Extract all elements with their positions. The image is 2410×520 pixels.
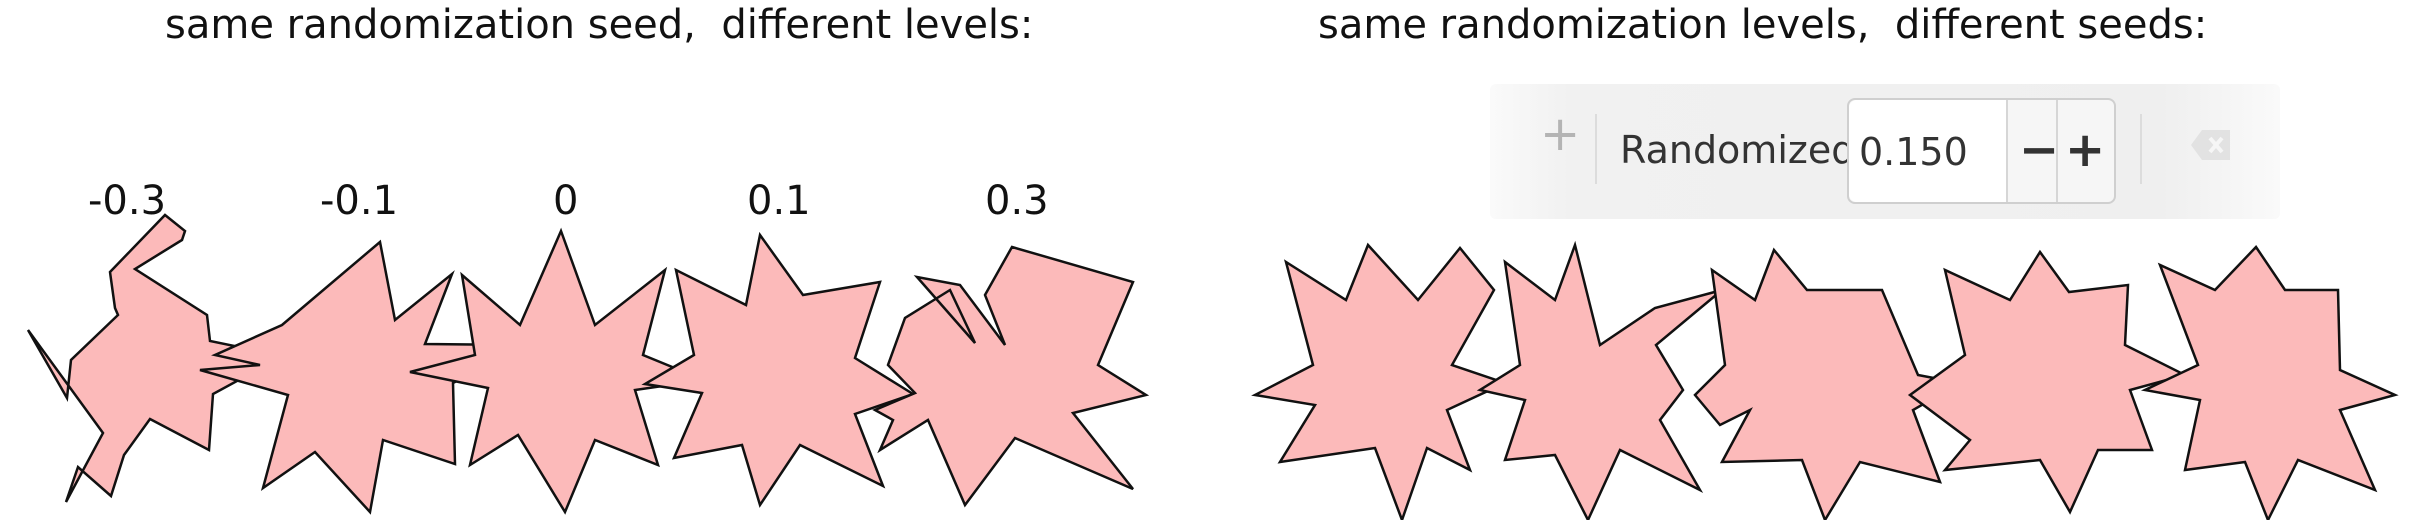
stepper-divider (2056, 100, 2058, 202)
randomized-input[interactable]: 0.150 (1849, 100, 2008, 202)
toolbar-separator (2140, 114, 2142, 184)
clear-field-icon[interactable] (2190, 126, 2234, 164)
plus-icon[interactable]: + (1540, 106, 1581, 162)
increment-button[interactable]: + (2065, 122, 2106, 178)
level-label: 0.1 (747, 178, 811, 224)
star-shape (2140, 245, 2399, 520)
star-shape (1907, 249, 2189, 515)
heading-same-seed: same randomization seed, different level… (165, 2, 1034, 48)
randomized-spinbox: 0.150 − + (1847, 98, 2116, 204)
level-label: -0.1 (320, 178, 399, 224)
star-shape (26, 213, 287, 503)
star-shape (641, 231, 916, 508)
heading-same-levels: same randomization levels, different see… (1318, 2, 2208, 48)
star-shape (872, 245, 1150, 508)
level-label: -0.3 (88, 178, 167, 224)
randomized-value: 0.150 (1859, 130, 1968, 174)
randomized-label: Randomized: (1620, 128, 1869, 172)
star-shape (1251, 242, 1509, 520)
level-label: 0.3 (985, 178, 1049, 224)
decrement-button[interactable]: − (2019, 122, 2060, 178)
star-shape (1693, 247, 1964, 520)
star-shape (199, 239, 526, 515)
level-label: 0 (553, 178, 579, 224)
toolbar-strip: + Randomized: 0.150 − + (1490, 84, 2280, 219)
toolbar-separator (1595, 114, 1597, 184)
star-shape (409, 227, 709, 515)
star-shape (1476, 240, 1723, 520)
